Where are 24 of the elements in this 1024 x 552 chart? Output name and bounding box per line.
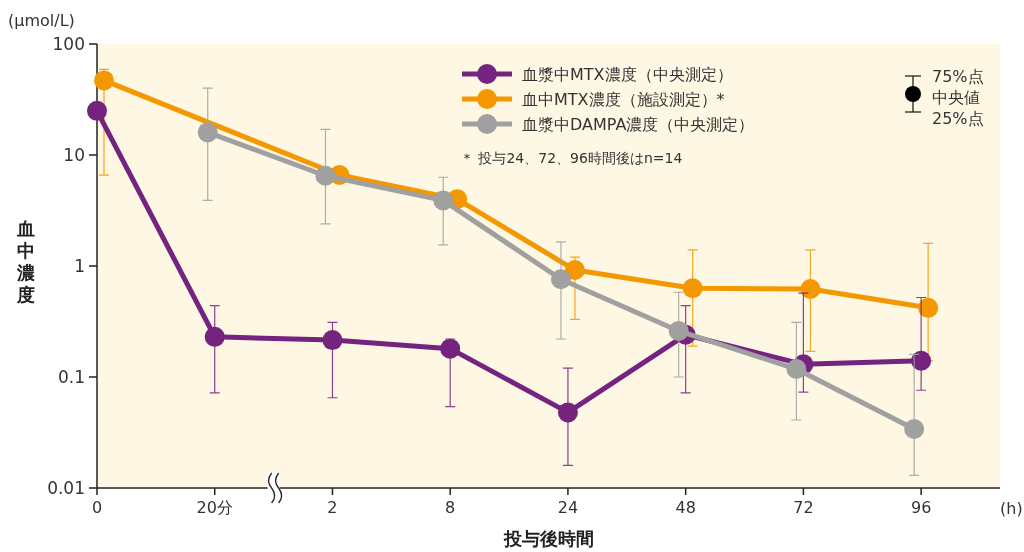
text: (μmol/L) — [8, 11, 75, 30]
x-tick-label: 2 — [327, 498, 338, 517]
y-tick-label: 10 — [63, 145, 85, 165]
y-tick-label: 100 — [52, 34, 85, 54]
legend-label: 血漿中DAMPA濃度（中央測定） — [522, 115, 755, 134]
y-axis-title: 血中濃度 — [16, 218, 35, 305]
x-tick-label: 96 — [910, 498, 932, 517]
x-tick-label: 20分 — [196, 498, 233, 517]
x-tick-label: 48 — [675, 498, 696, 517]
x-tick-label: 0 — [91, 498, 103, 517]
y-tick-label: 1 — [74, 256, 85, 276]
x-tick-label: 24 — [557, 498, 579, 517]
annotation: 25%点 — [932, 109, 984, 128]
y-tick-label: 0.01 — [47, 478, 85, 498]
x-tick-label: 72 — [793, 498, 814, 517]
legend-label: 血漿中MTX濃度（中央測定） — [522, 65, 733, 84]
y-tick-label: 0.1 — [57, 367, 85, 387]
x-tick-label: 8 — [445, 498, 456, 517]
text: (h) — [1000, 499, 1023, 518]
x-axis-title: 投与後時間 — [502, 528, 594, 549]
annotation: 中央値 — [932, 88, 980, 107]
legend-label: 血中MTX濃度（施設測定）* — [522, 90, 725, 109]
annotation: ＊ 投与24、72、96時間後はn=14 — [460, 150, 683, 166]
annotation: 75%点 — [932, 67, 984, 86]
